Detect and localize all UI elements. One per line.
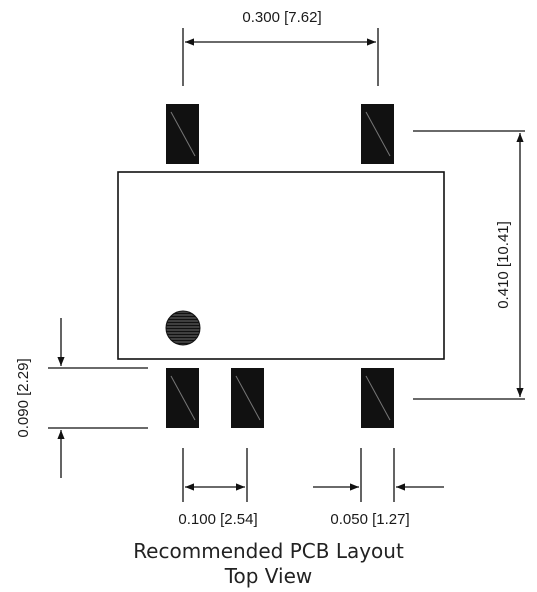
- dimension-pad-width: 0.050 [1.27]: [313, 448, 444, 528]
- caption-subtitle: Top View: [224, 564, 313, 588]
- dimension-pad-height-label: 0.090 [2.29]: [15, 358, 32, 437]
- dimension-overall-height: 0.410 [10.41]: [413, 130, 525, 400]
- pad-bottom-2: [231, 368, 264, 428]
- pad-top-right: [361, 104, 394, 164]
- dimension-pitch-top: 0.300 [7.62]: [182, 9, 379, 86]
- dimension-pad-width-label: 0.050 [1.27]: [330, 511, 409, 528]
- dimension-pitch-top-label: 0.300 [7.62]: [242, 9, 321, 26]
- caption-title: Recommended PCB Layout: [133, 539, 404, 563]
- dimension-pad-pitch: 0.100 [2.54]: [178, 448, 258, 528]
- dimension-pad-pitch-label: 0.100 [2.54]: [178, 511, 257, 528]
- package-body: [117, 171, 445, 360]
- pad-bottom-3: [361, 368, 394, 428]
- dimension-pad-height: 0.090 [2.29]: [15, 318, 148, 478]
- dimension-overall-height-label: 0.410 [10.41]: [495, 221, 512, 309]
- pin1-marker: [165, 310, 201, 346]
- pad-top-left: [166, 104, 199, 164]
- pad-bottom-1: [166, 368, 199, 428]
